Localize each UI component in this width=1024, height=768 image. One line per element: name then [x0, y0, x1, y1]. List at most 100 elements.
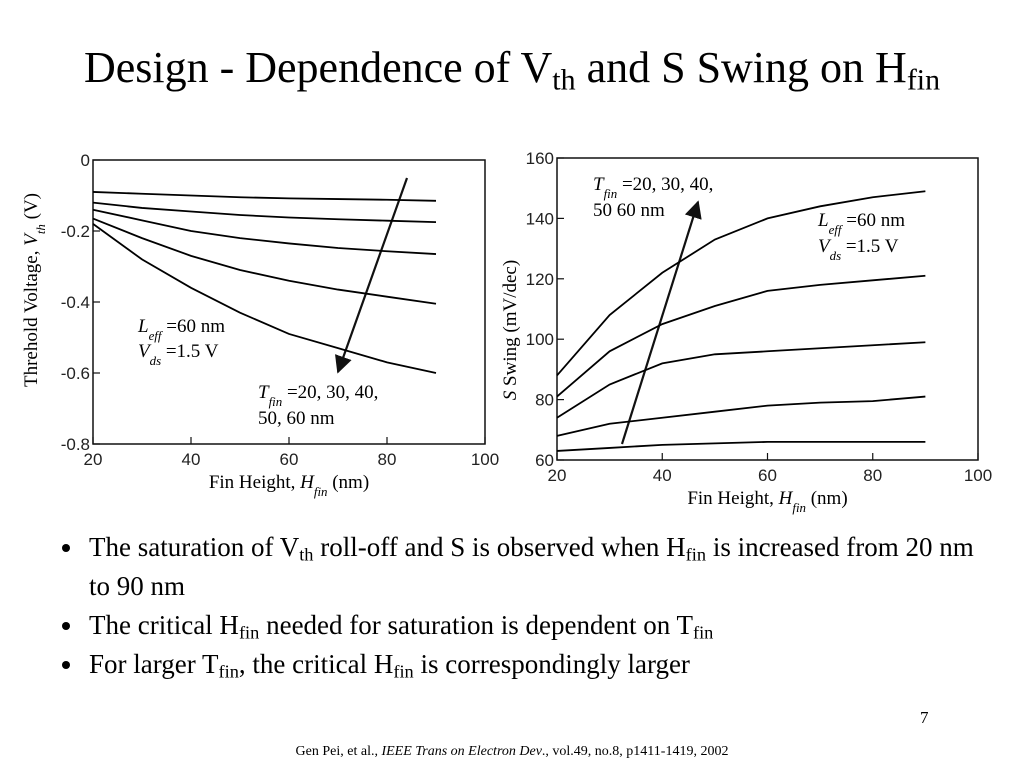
text-run: IEEE Trans on Electron Dev: [381, 744, 542, 759]
text-run: Threhold Voltage,: [21, 246, 42, 387]
y-tick-label: 120: [526, 270, 554, 289]
series-line: [92, 201, 437, 224]
series-line: [556, 190, 926, 377]
y-tick-label: -0.8: [61, 435, 90, 454]
series-line: [92, 217, 437, 305]
x-tick-label: 80: [378, 450, 397, 469]
text-run: fin: [692, 622, 714, 643]
y-tick-label: 0: [81, 151, 90, 170]
trend-arrow: [335, 177, 409, 374]
text-run: (nm): [806, 488, 848, 509]
rich-text: 50, 60 nm: [258, 408, 335, 429]
text-run: For larger T: [89, 649, 219, 679]
rich-text: 50 60 nm: [593, 200, 665, 221]
x-tick-label: 40: [182, 450, 201, 469]
text-run: Swing (mV/dec): [500, 260, 521, 391]
text-run: Fin Height,: [209, 472, 300, 493]
text-run: is correspondingly larger: [413, 649, 690, 679]
text-run: Gen Pei, et al.,: [295, 744, 382, 759]
rich-text: Tfin =20, 30, 40,: [258, 382, 378, 409]
y-tick-label: 80: [535, 391, 554, 410]
text-run: H: [299, 472, 315, 493]
text-run: T: [593, 174, 605, 195]
text-run: is increased from 20 nm to 90 nm: [89, 532, 974, 601]
text-run: 50 60 nm: [593, 200, 665, 221]
x-tick-label: 20: [84, 450, 103, 469]
text-run: =60 nm: [841, 210, 905, 231]
rich-text: Fin Height, Hfin (nm): [687, 488, 847, 515]
slide-title: Design - Dependence of Vth and S Swing o…: [0, 38, 1024, 98]
rich-text: Vds =1.5 V: [138, 341, 219, 368]
rich-text: Leff =60 nm: [817, 210, 905, 237]
rich-text: Threhold Voltage, Vth (V): [21, 193, 48, 387]
text-run: fin: [604, 186, 618, 201]
text-run: Fin Height,: [687, 488, 778, 509]
text-run: th: [33, 224, 48, 234]
text-run: fin: [269, 394, 283, 409]
text-run: fin: [238, 622, 260, 643]
y-tick-label: 60: [535, 451, 554, 470]
text-run: , the critical H: [238, 649, 394, 679]
text-run: H: [778, 488, 794, 509]
rich-text: Tfin =20, 30, 40,: [593, 174, 713, 201]
text-run: eff: [149, 328, 164, 343]
x-tick-label: 100: [471, 450, 499, 469]
series-line: [92, 208, 437, 255]
text-run: =1.5 V: [161, 341, 219, 362]
text-run: fin: [314, 484, 328, 499]
series-line: [556, 341, 926, 419]
text-run: (nm): [327, 472, 369, 493]
y-tick-label: 140: [526, 209, 554, 228]
text-run: th: [552, 63, 576, 97]
text-run: The critical H: [89, 610, 239, 640]
rich-text: Fin Height, Hfin (nm): [209, 472, 369, 499]
series-line: [556, 274, 926, 398]
text-run: =20, 30, 40,: [282, 382, 378, 403]
text-run: L: [817, 210, 829, 231]
text-run: ., vol.49, no.8, p1411-1419, 2002: [541, 744, 729, 759]
text-run: th: [299, 544, 314, 565]
text-run: V: [21, 232, 42, 246]
series-line: [556, 395, 926, 437]
text-run: =60 nm: [161, 316, 225, 337]
text-run: Design - Dependence of V: [83, 43, 553, 92]
trend-arrow: [620, 200, 702, 445]
text-run: needed for saturation is dependent on T: [259, 610, 693, 640]
x-tick-label: 80: [863, 466, 882, 485]
text-run: S: [500, 390, 521, 400]
y-tick-label: 100: [526, 330, 554, 349]
text-run: fin: [906, 63, 941, 97]
x-tick-label: 60: [280, 450, 299, 469]
y-tick-label: -0.2: [61, 222, 90, 241]
y-tick-label: -0.6: [61, 364, 90, 383]
text-run: (V): [21, 193, 42, 224]
text-run: fin: [792, 500, 806, 515]
rich-text: Leff =60 nm: [137, 316, 225, 343]
bullet-list: The saturation of Vth roll-off and S is …: [40, 528, 985, 684]
text-run: and S Swing on H: [575, 43, 907, 92]
series-line: [556, 440, 926, 452]
text-run: fin: [393, 661, 414, 682]
bullet: The saturation of Vth roll-off and S is …: [85, 528, 985, 606]
text-run: eff: [829, 222, 844, 237]
text-run: ds: [830, 248, 841, 263]
x-tick-label: 60: [758, 466, 777, 485]
text-run: =20, 30, 40,: [617, 174, 713, 195]
x-tick-label: 40: [653, 466, 672, 485]
text-run: L: [137, 316, 149, 337]
rich-text: S Swing (mV/dec): [500, 260, 521, 400]
citation: Gen Pei, et al., IEEE Trans on Electron …: [0, 744, 1024, 760]
text-run: fin: [685, 544, 707, 565]
text-run: 50, 60 nm: [258, 408, 335, 429]
page-number: 7: [920, 708, 929, 727]
x-tick-label: 100: [964, 466, 992, 485]
text-run: roll-off and S is observed when H: [313, 532, 686, 562]
bullet: For larger Tfin, the critical Hfin is co…: [85, 645, 985, 684]
text-run: V: [818, 236, 832, 257]
text-run: ds: [150, 353, 161, 368]
y-tick-label: 160: [526, 149, 554, 168]
series-line: [92, 191, 437, 202]
text-run: The saturation of V: [89, 532, 300, 562]
